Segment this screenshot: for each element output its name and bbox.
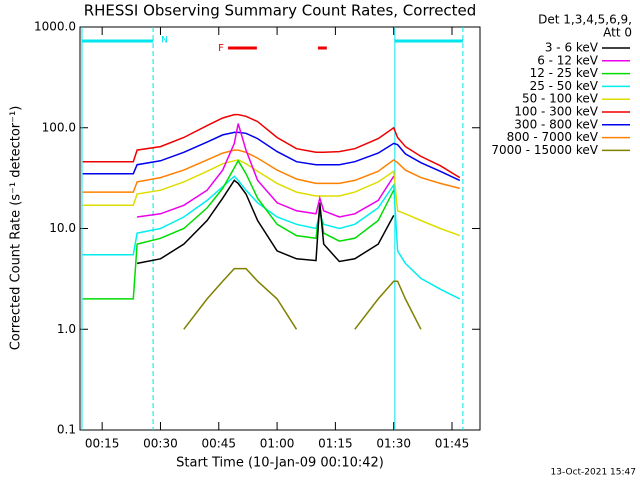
y-tick-label: 1000.0 [34, 20, 76, 34]
y-tick-label: 0.1 [57, 423, 76, 437]
x-tick-label: 00:30 [143, 437, 178, 451]
x-tick-label: 01:00 [260, 437, 295, 451]
x-axis-label: Start Time (10-Jan-09 00:10:42) [176, 456, 384, 471]
series-line [136, 179, 395, 265]
series-line [82, 131, 461, 182]
series-line [82, 149, 460, 193]
x-tick-label: 01:30 [376, 437, 411, 451]
legend-label: 50 - 100 keV [522, 92, 599, 106]
night-label: N [161, 36, 168, 46]
y-axis-label: Corrected Count Rate (s⁻¹ detector⁻¹) [9, 106, 24, 351]
legend-label: 100 - 300 keV [514, 105, 598, 119]
legend-label: 800 - 7000 keV [507, 130, 599, 144]
series-line [183, 267, 422, 330]
x-tick-label: 01:45 [435, 437, 470, 451]
y-tick-label: 1.0 [57, 322, 76, 336]
y-tick-label: 100.0 [42, 120, 76, 134]
plot-frame [79, 26, 481, 431]
x-tick-label: 00:15 [85, 437, 120, 451]
x-tick-label: 01:15 [318, 437, 353, 451]
legend-label: 6 - 12 keV [537, 53, 599, 67]
y-tick-label: 10.0 [49, 221, 76, 235]
chart-title: RHESSI Observing Summary Count Rates, Co… [84, 2, 477, 20]
timestamp: 13-Oct-2021 15:47 [551, 468, 636, 478]
x-tick-label: 00:45 [201, 437, 236, 451]
legend-label: 3 - 6 keV [545, 41, 599, 55]
legend-label: 7000 - 15000 keV [491, 143, 598, 157]
legend-label: 12 - 25 keV [530, 66, 599, 80]
flare-label: F [218, 43, 224, 54]
series-line [82, 113, 461, 179]
series-line [82, 175, 461, 300]
legend-header: Det 1,3,4,5,6,9, [538, 13, 632, 27]
series-line [136, 123, 395, 218]
series-line [82, 159, 395, 300]
legend-header: Att 0 [603, 26, 632, 40]
series-line [82, 159, 461, 237]
legend-label: 300 - 800 keV [514, 117, 598, 131]
legend-label: 25 - 50 keV [530, 79, 599, 93]
